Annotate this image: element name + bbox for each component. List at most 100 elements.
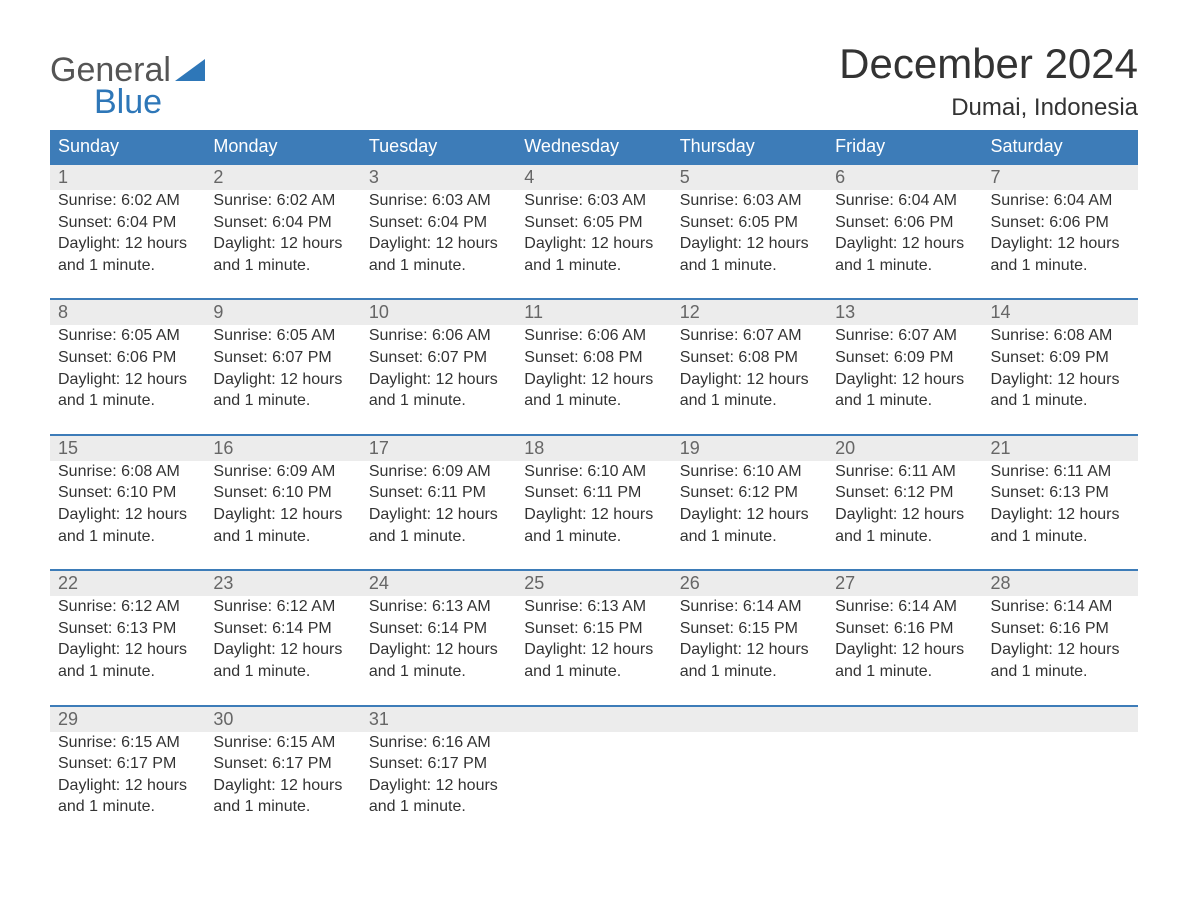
day-number-cell: 15 xyxy=(50,435,205,461)
day-number-cell: 12 xyxy=(672,299,827,325)
day-number-row: 22232425262728 xyxy=(50,570,1138,596)
sunrise-text: Sunrise: 6:09 AM xyxy=(213,461,352,483)
dl1-text: Daylight: 12 hours xyxy=(213,504,352,526)
day-number-cell: 20 xyxy=(827,435,982,461)
sunrise-text: Sunrise: 6:02 AM xyxy=(58,190,197,212)
day-number-cell: 21 xyxy=(983,435,1138,461)
day-cell: Sunrise: 6:13 AMSunset: 6:14 PMDaylight:… xyxy=(361,596,516,705)
dl2-text: and 1 minute. xyxy=(213,255,352,277)
sunrise-text: Sunrise: 6:10 AM xyxy=(680,461,819,483)
sunrise-text: Sunrise: 6:08 AM xyxy=(991,325,1130,347)
dl2-text: and 1 minute. xyxy=(213,796,352,818)
sunset-text: Sunset: 6:15 PM xyxy=(680,618,819,640)
sunset-text: Sunset: 6:11 PM xyxy=(524,482,663,504)
dl1-text: Daylight: 12 hours xyxy=(835,639,974,661)
sunset-text: Sunset: 6:05 PM xyxy=(524,212,663,234)
dl2-text: and 1 minute. xyxy=(369,255,508,277)
dl2-text: and 1 minute. xyxy=(369,661,508,683)
dl1-text: Daylight: 12 hours xyxy=(213,639,352,661)
day-cell: Sunrise: 6:15 AMSunset: 6:17 PMDaylight:… xyxy=(205,732,360,840)
day-cell: Sunrise: 6:10 AMSunset: 6:12 PMDaylight:… xyxy=(672,461,827,570)
weekday-header: Thursday xyxy=(672,130,827,164)
sunset-text: Sunset: 6:09 PM xyxy=(991,347,1130,369)
day-cell: Sunrise: 6:02 AMSunset: 6:04 PMDaylight:… xyxy=(205,190,360,299)
day-cell: Sunrise: 6:11 AMSunset: 6:13 PMDaylight:… xyxy=(983,461,1138,570)
day-number-cell: 19 xyxy=(672,435,827,461)
sunrise-text: Sunrise: 6:04 AM xyxy=(991,190,1130,212)
dl2-text: and 1 minute. xyxy=(369,796,508,818)
dl2-text: and 1 minute. xyxy=(991,661,1130,683)
dl1-text: Daylight: 12 hours xyxy=(58,639,197,661)
day-number-cell: 8 xyxy=(50,299,205,325)
day-number-cell xyxy=(827,706,982,732)
day-cell: Sunrise: 6:02 AMSunset: 6:04 PMDaylight:… xyxy=(50,190,205,299)
day-number-cell: 17 xyxy=(361,435,516,461)
day-cell: Sunrise: 6:08 AMSunset: 6:09 PMDaylight:… xyxy=(983,325,1138,434)
weekday-header: Saturday xyxy=(983,130,1138,164)
dl1-text: Daylight: 12 hours xyxy=(835,233,974,255)
sunset-text: Sunset: 6:14 PM xyxy=(213,618,352,640)
weekday-header: Friday xyxy=(827,130,982,164)
day-cell: Sunrise: 6:04 AMSunset: 6:06 PMDaylight:… xyxy=(983,190,1138,299)
dl1-text: Daylight: 12 hours xyxy=(213,775,352,797)
day-cell: Sunrise: 6:03 AMSunset: 6:05 PMDaylight:… xyxy=(672,190,827,299)
dl1-text: Daylight: 12 hours xyxy=(835,369,974,391)
dl2-text: and 1 minute. xyxy=(524,255,663,277)
dl1-text: Daylight: 12 hours xyxy=(835,504,974,526)
dl1-text: Daylight: 12 hours xyxy=(524,639,663,661)
sunset-text: Sunset: 6:17 PM xyxy=(369,753,508,775)
dl1-text: Daylight: 12 hours xyxy=(58,369,197,391)
dl2-text: and 1 minute. xyxy=(835,390,974,412)
logo-flag-icon xyxy=(175,54,205,86)
day-number-cell xyxy=(983,706,1138,732)
sunrise-text: Sunrise: 6:13 AM xyxy=(369,596,508,618)
dl2-text: and 1 minute. xyxy=(680,661,819,683)
dl2-text: and 1 minute. xyxy=(680,390,819,412)
sunrise-text: Sunrise: 6:15 AM xyxy=(213,732,352,754)
day-number-cell: 22 xyxy=(50,570,205,596)
dl2-text: and 1 minute. xyxy=(213,526,352,548)
sunrise-text: Sunrise: 6:16 AM xyxy=(369,732,508,754)
day-number-cell: 29 xyxy=(50,706,205,732)
day-number-cell: 31 xyxy=(361,706,516,732)
sunrise-text: Sunrise: 6:04 AM xyxy=(835,190,974,212)
day-cell xyxy=(516,732,671,840)
sunset-text: Sunset: 6:05 PM xyxy=(680,212,819,234)
sunset-text: Sunset: 6:16 PM xyxy=(991,618,1130,640)
sunset-text: Sunset: 6:10 PM xyxy=(58,482,197,504)
sunrise-text: Sunrise: 6:13 AM xyxy=(524,596,663,618)
sunrise-text: Sunrise: 6:12 AM xyxy=(58,596,197,618)
sunrise-text: Sunrise: 6:14 AM xyxy=(991,596,1130,618)
dl2-text: and 1 minute. xyxy=(991,390,1130,412)
day-number-cell: 6 xyxy=(827,164,982,190)
dl1-text: Daylight: 12 hours xyxy=(369,504,508,526)
weekday-header: Monday xyxy=(205,130,360,164)
sunrise-text: Sunrise: 6:03 AM xyxy=(680,190,819,212)
day-number-cell: 4 xyxy=(516,164,671,190)
day-cell: Sunrise: 6:13 AMSunset: 6:15 PMDaylight:… xyxy=(516,596,671,705)
sunset-text: Sunset: 6:12 PM xyxy=(680,482,819,504)
dl1-text: Daylight: 12 hours xyxy=(524,504,663,526)
day-cell: Sunrise: 6:07 AMSunset: 6:09 PMDaylight:… xyxy=(827,325,982,434)
dl1-text: Daylight: 12 hours xyxy=(369,775,508,797)
dl2-text: and 1 minute. xyxy=(58,390,197,412)
day-content-row: Sunrise: 6:05 AMSunset: 6:06 PMDaylight:… xyxy=(50,325,1138,434)
sunset-text: Sunset: 6:11 PM xyxy=(369,482,508,504)
title-block: December 2024 Dumai, Indonesia xyxy=(839,40,1138,122)
dl2-text: and 1 minute. xyxy=(991,255,1130,277)
dl2-text: and 1 minute. xyxy=(369,390,508,412)
calendar-page: General Blue December 2024 Dumai, Indone… xyxy=(0,0,1188,880)
day-number-cell: 7 xyxy=(983,164,1138,190)
dl1-text: Daylight: 12 hours xyxy=(369,369,508,391)
weekday-header: Wednesday xyxy=(516,130,671,164)
dl1-text: Daylight: 12 hours xyxy=(991,233,1130,255)
dl2-text: and 1 minute. xyxy=(835,661,974,683)
sunrise-text: Sunrise: 6:08 AM xyxy=(58,461,197,483)
day-number-cell: 11 xyxy=(516,299,671,325)
sunrise-text: Sunrise: 6:05 AM xyxy=(58,325,197,347)
day-number-cell xyxy=(672,706,827,732)
dl2-text: and 1 minute. xyxy=(58,661,197,683)
sunset-text: Sunset: 6:06 PM xyxy=(58,347,197,369)
dl2-text: and 1 minute. xyxy=(524,390,663,412)
day-cell: Sunrise: 6:12 AMSunset: 6:13 PMDaylight:… xyxy=(50,596,205,705)
